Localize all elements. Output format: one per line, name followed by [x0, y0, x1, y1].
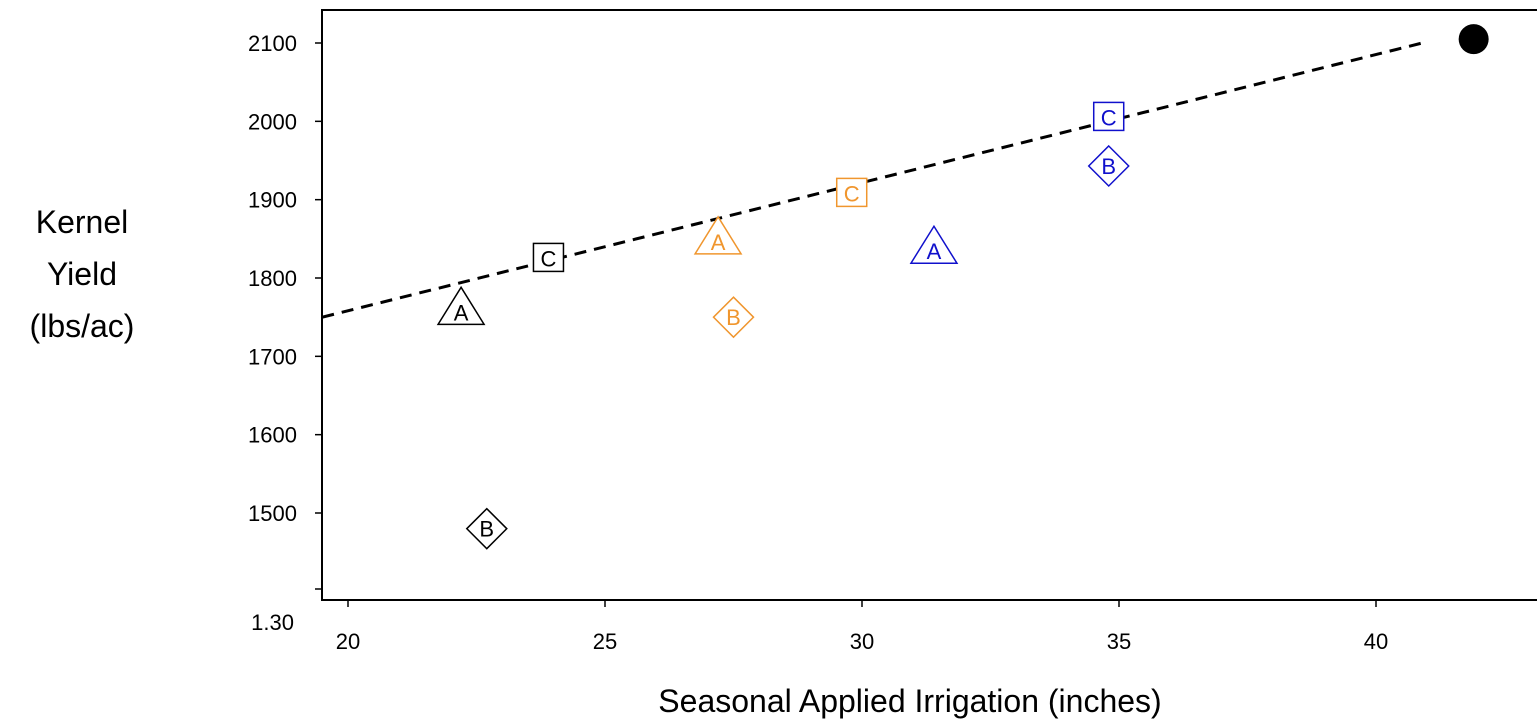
plot-frame	[321, 9, 1537, 601]
data-point-diamond	[712, 296, 755, 339]
x-tick-label: 35	[1107, 629, 1131, 654]
y-axis-title-line-1: Kernel	[36, 204, 129, 240]
y-axis-title: Kernel Yield (lbs/ac)	[30, 204, 135, 344]
data-point-label: B	[479, 517, 494, 542]
data-point-label: B	[1101, 154, 1116, 179]
data-point-square	[1092, 101, 1125, 132]
data-point-label: B	[726, 305, 741, 330]
data-point-circle	[1458, 24, 1489, 55]
y-tick-label: 1600	[248, 423, 297, 448]
x-axis-title: Seasonal Applied Irrigation (inches)	[658, 683, 1161, 719]
data-point-label: C	[541, 246, 557, 271]
y-tick-label: 1800	[248, 266, 297, 291]
data-point-square	[532, 242, 565, 273]
data-point-triangle	[693, 215, 743, 255]
data-point-label: C	[1101, 105, 1117, 130]
x-tick-label: 20	[336, 629, 360, 654]
x-tick-label: 30	[850, 629, 874, 654]
data-point-label: A	[927, 239, 942, 264]
y-tick-label: 1700	[248, 344, 297, 369]
y-tick-label: 1900	[248, 188, 297, 213]
data-point-label: A	[454, 300, 469, 325]
y-axis-title-line-3: (lbs/ac)	[30, 308, 135, 344]
data-point-square	[835, 177, 868, 208]
data-point-diamond	[465, 507, 508, 550]
y-extra-tick-label: 1.30	[251, 610, 294, 635]
y-tick-label: 2000	[248, 109, 297, 134]
trend-line	[321, 41, 1423, 319]
y-axis-title-line-2: Yield	[47, 256, 117, 292]
x-tick-label: 25	[593, 629, 617, 654]
data-point-triangle	[909, 224, 959, 264]
data-point-label: A	[711, 230, 726, 255]
data-point-diamond	[1087, 144, 1130, 188]
y-tick-label: 2100	[248, 31, 297, 56]
y-tick-label: 1500	[248, 501, 297, 526]
data-point-label: C	[844, 181, 860, 206]
plot-area: 20 25 30 35 40 1500 1600 1700 1800 1900 2000 2100 A B…	[248, 9, 1537, 654]
x-tick-label: 40	[1364, 629, 1388, 654]
data-point-triangle	[436, 285, 486, 326]
